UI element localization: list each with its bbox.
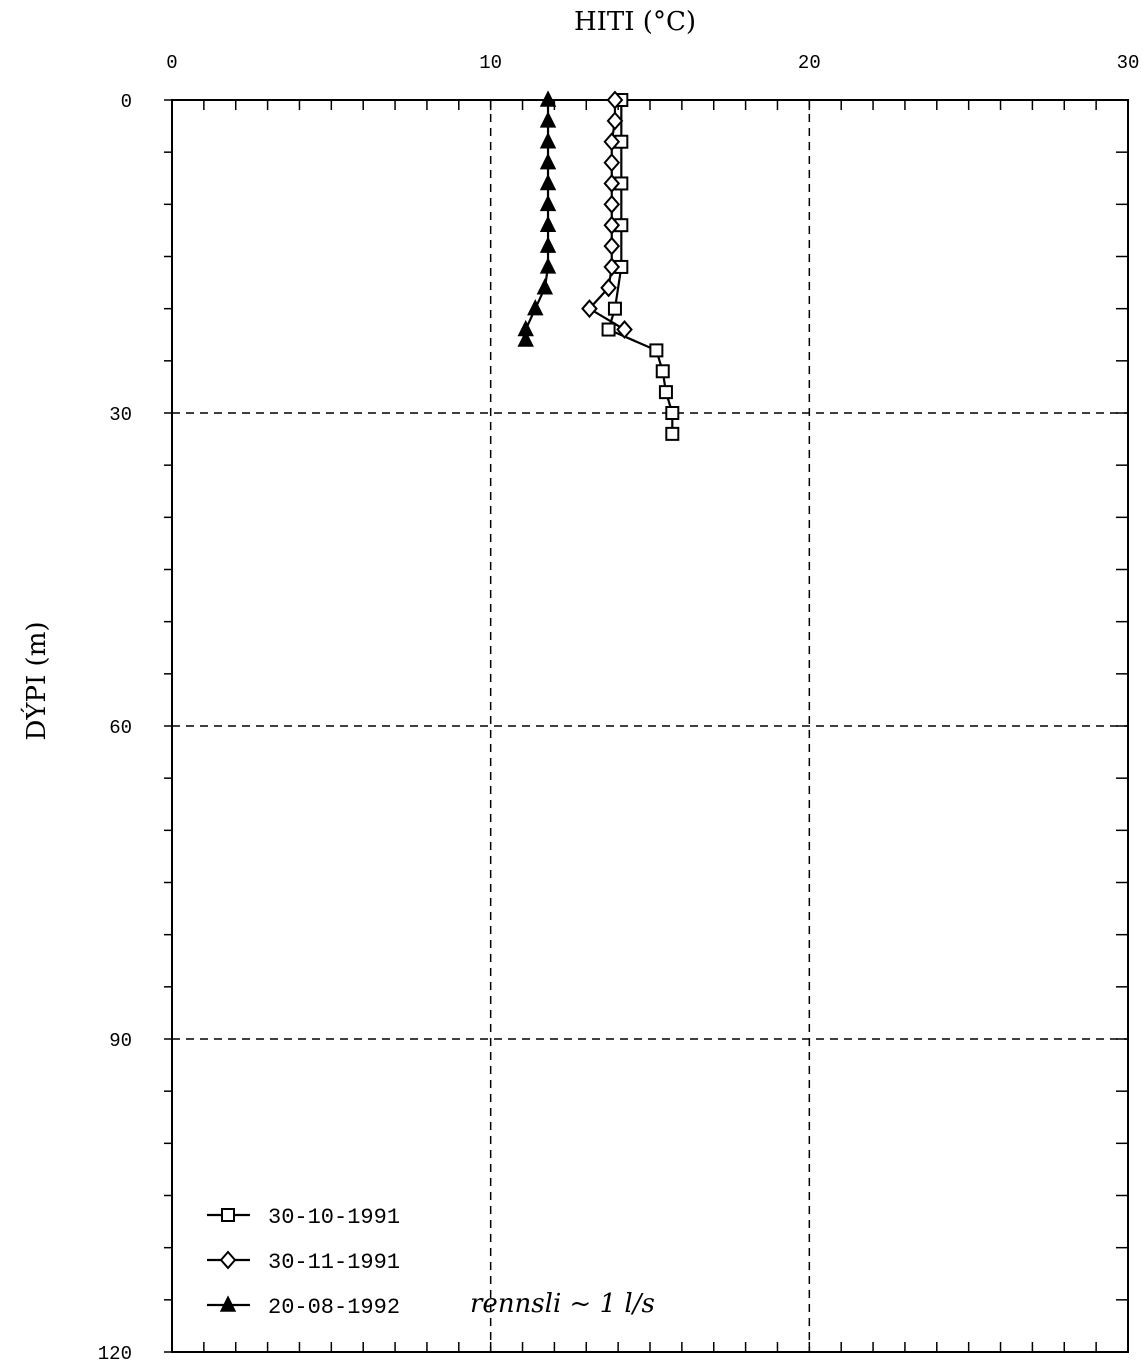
data-point [616,320,633,340]
series-filled-triangle [517,90,557,347]
minor-ticks [164,99,1129,1353]
tick-labels: 0 10 20 30 0 30 60 90 120 [98,52,1140,1365]
data-point [539,194,557,212]
y-tick-label: 60 [109,717,132,739]
data-point [603,215,621,235]
legend-label: 20-08-1992 [268,1295,400,1320]
data-point [603,194,621,214]
y-axis-label: DÝPI (m) [20,622,52,741]
data-point [603,257,621,277]
data-point [603,173,621,193]
data-point [536,278,554,295]
data-point [601,322,616,337]
x-tick-label: 30 [1117,52,1140,74]
handwritten-annotation: rennsli ~ 1 l/s [470,1289,655,1319]
data-point [665,406,680,420]
data-point [581,299,598,319]
data-point [539,132,557,149]
y-tick-label: 30 [109,404,132,426]
data-point [539,173,557,191]
data-point [527,298,544,316]
y-tick-label: 90 [109,1030,132,1052]
data-point [603,153,621,173]
data-point [600,278,617,298]
series-layer [517,90,680,441]
data-point [221,1208,235,1222]
data-point [539,152,557,170]
x-tick-label: 20 [798,52,821,74]
x-tick-label: 10 [479,52,502,74]
x-axis-label: HITI (°C) [574,7,696,37]
legend-label: 30-10-1991 [268,1205,400,1230]
data-point [539,111,557,128]
legend: 30-10-1991 30-11-1991 20-08-1992 [207,1205,400,1320]
data-point [665,426,680,441]
series-square [601,93,680,441]
y-tick-label: 120 [98,1343,132,1365]
y-tick-label: 0 [121,91,132,113]
data-point [539,236,557,253]
data-point [539,90,557,107]
data-point [219,1295,237,1312]
data-point [606,90,624,110]
data-point [539,257,557,274]
data-point [603,236,621,256]
data-point [658,385,673,400]
data-point [219,1250,237,1270]
data-point [649,343,664,358]
data-point [655,364,670,379]
data-point [517,330,534,347]
series-diamond [581,90,633,340]
x-tick-label: 0 [166,52,177,74]
grid-lines [172,100,1128,1352]
data-point [607,301,622,316]
legend-label: 30-11-1991 [268,1250,400,1275]
data-point [606,111,624,131]
data-point [539,215,557,232]
data-point [603,132,621,152]
